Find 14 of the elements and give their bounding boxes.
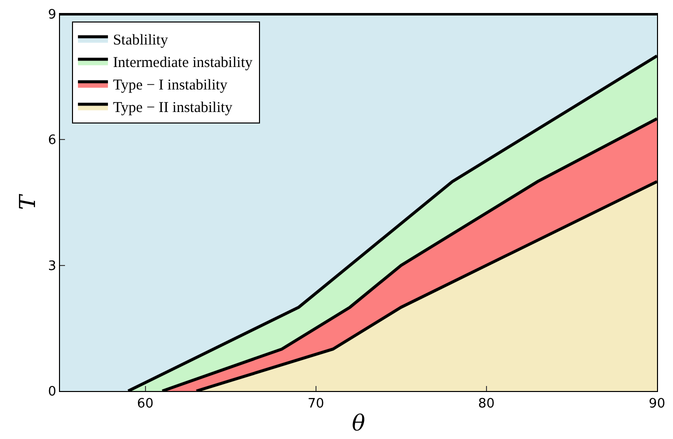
x-tick-label: 80 <box>478 396 495 412</box>
legend-label: Type − I instability <box>112 78 228 94</box>
x-tick-label: 60 <box>137 396 154 412</box>
y-tick-label: 6 <box>48 133 56 148</box>
y-tick-label: 0 <box>48 384 56 400</box>
legend-label: Type − II instability <box>112 100 233 116</box>
x-tick-label: 70 <box>308 396 324 412</box>
y-tick-label: 9 <box>48 8 56 23</box>
legend-label: Stablility <box>112 32 168 49</box>
x-tick-label: 90 <box>648 396 666 412</box>
x-axis-title: θ <box>352 412 366 437</box>
y-tick-label: 3 <box>48 258 56 274</box>
legend-label: Intermediate instability <box>112 55 253 72</box>
y-axis-title: T <box>16 192 41 210</box>
